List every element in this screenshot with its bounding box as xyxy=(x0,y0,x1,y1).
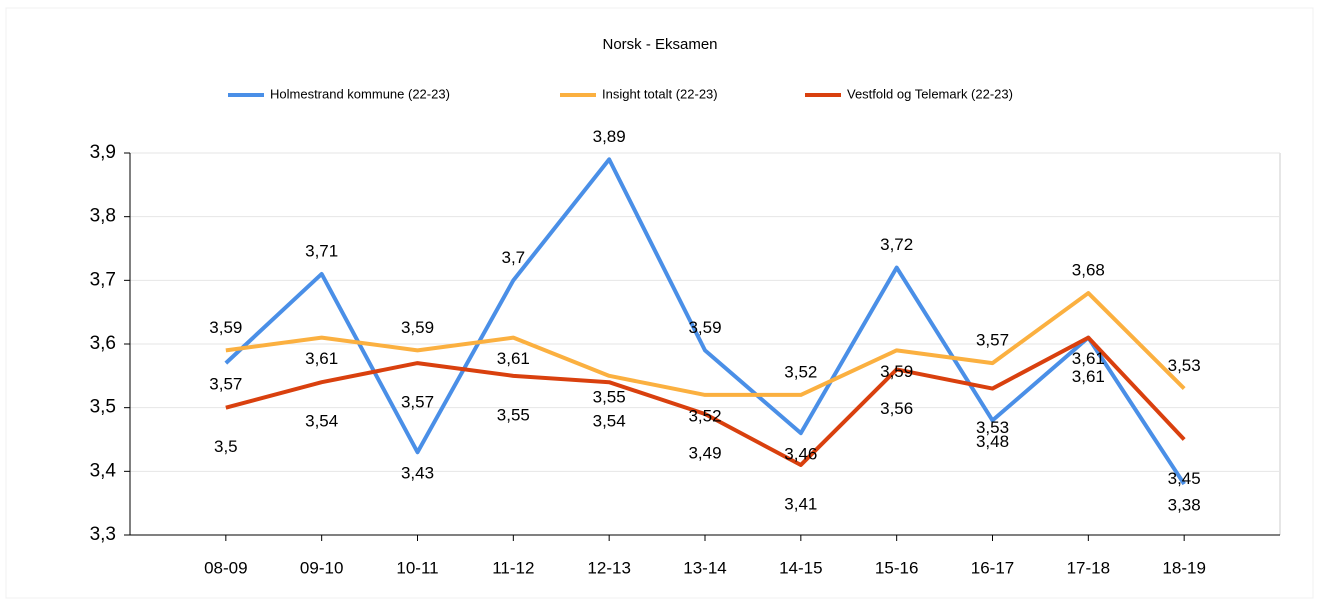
series-line xyxy=(225,335,1186,467)
x-tick-label: 14-15 xyxy=(779,558,822,577)
x-tick-label: 18-19 xyxy=(1162,558,1205,577)
legend-label: Holmestrand kommune (22-23) xyxy=(270,86,450,101)
data-label: 3,59 xyxy=(209,318,242,337)
data-label: 3,53 xyxy=(1168,356,1201,375)
data-label: 3,68 xyxy=(1072,261,1105,280)
data-label: 3,52 xyxy=(784,362,817,381)
x-tick-label: 09-10 xyxy=(300,558,343,577)
y-tick-label: 3,8 xyxy=(90,206,116,227)
chart-title: Norsk - Eksamen xyxy=(602,36,717,53)
x-tick-label: 15-16 xyxy=(875,558,918,577)
data-label: 3,7 xyxy=(502,248,526,267)
y-tick-label: 3,7 xyxy=(90,269,116,290)
data-label: 3,54 xyxy=(593,412,626,431)
data-label: 3,57 xyxy=(976,331,1009,350)
data-label: 3,59 xyxy=(401,318,434,337)
data-label: 3,59 xyxy=(880,362,913,381)
data-label: 3,54 xyxy=(305,412,338,431)
data-label: 3,53 xyxy=(976,418,1009,437)
x-tick-label: 10-11 xyxy=(396,558,438,577)
legend-label: Vestfold og Telemark (22-23) xyxy=(847,86,1013,101)
data-label: 3,48 xyxy=(976,432,1009,451)
data-label: 3,45 xyxy=(1168,469,1201,488)
y-tick-label: 3,3 xyxy=(90,524,116,545)
data-label: 3,89 xyxy=(593,127,626,146)
x-tick-label: 11-12 xyxy=(492,558,534,577)
data-label: 3,56 xyxy=(880,399,913,418)
y-tick-label: 3,5 xyxy=(90,397,116,418)
x-tick-label: 13-14 xyxy=(683,558,726,577)
legend-label: Insight totalt (22-23) xyxy=(602,86,718,101)
data-label: 3,46 xyxy=(784,445,817,464)
data-label: 3,52 xyxy=(688,406,721,425)
data-label: 3,57 xyxy=(401,393,434,412)
data-label: 3,61 xyxy=(497,349,530,368)
data-label: 3,61 xyxy=(1072,349,1105,368)
data-label: 3,49 xyxy=(688,444,721,463)
y-tick-label: 3,4 xyxy=(90,460,117,481)
data-label: 3,55 xyxy=(497,405,530,424)
series-line xyxy=(224,157,1186,486)
data-label: 3,41 xyxy=(784,494,817,513)
data-label: 3,38 xyxy=(1168,496,1201,515)
x-tick-label: 12-13 xyxy=(587,558,630,577)
x-tick-label: 08-09 xyxy=(204,558,247,577)
series-line xyxy=(225,291,1186,397)
y-tick-label: 3,9 xyxy=(90,142,116,163)
data-label: 3,43 xyxy=(401,464,434,483)
data-label: 3,72 xyxy=(880,235,913,254)
data-label: 3,61 xyxy=(305,349,338,368)
y-tick-label: 3,6 xyxy=(90,333,116,354)
data-label: 3,71 xyxy=(305,241,338,260)
data-label: 3,55 xyxy=(593,387,626,406)
x-tick-label: 17-18 xyxy=(1067,558,1110,577)
data-label: 3,59 xyxy=(688,318,721,337)
x-tick-label: 16-17 xyxy=(971,558,1014,577)
data-label: 3,61 xyxy=(1072,367,1105,386)
chart-background xyxy=(5,7,1314,599)
data-label: 3,57 xyxy=(209,375,242,394)
data-label: 3,5 xyxy=(214,437,238,456)
